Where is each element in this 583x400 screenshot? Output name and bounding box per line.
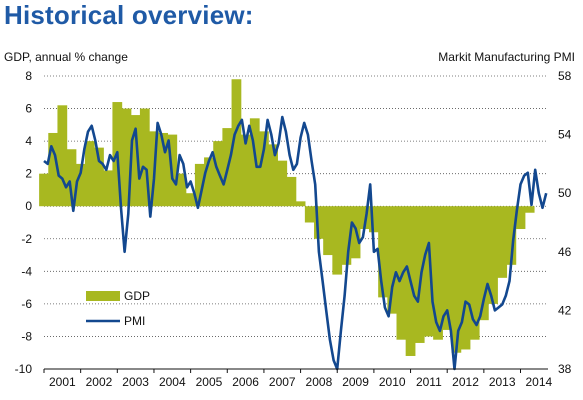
gdp-bar bbox=[121, 108, 132, 207]
pmi-line-layer bbox=[43, 115, 548, 371]
legend-swatch-gdp bbox=[86, 291, 120, 301]
gdp-bar bbox=[332, 206, 343, 275]
left-tick-label: -4 bbox=[21, 264, 32, 278]
right-tick-label: 42 bbox=[558, 303, 572, 317]
right-tick-label: 54 bbox=[558, 128, 572, 142]
x-tick-label: 2005 bbox=[196, 375, 223, 389]
gdp-bar bbox=[259, 131, 269, 207]
left-tick-label: 8 bbox=[25, 69, 32, 83]
gdp-bar bbox=[176, 173, 187, 207]
gdp-bar bbox=[194, 163, 205, 207]
x-tick-label: 2009 bbox=[342, 375, 369, 389]
gdp-bar bbox=[277, 160, 288, 207]
gdp-bar bbox=[84, 141, 95, 207]
left-tick-label: 0 bbox=[25, 199, 32, 213]
gdp-bar bbox=[506, 206, 517, 265]
left-tick-label: -6 bbox=[21, 297, 32, 311]
gdp-bar bbox=[75, 163, 86, 207]
gdp-bar bbox=[268, 144, 278, 207]
gdp-bar bbox=[433, 206, 443, 340]
gdp-bar bbox=[497, 206, 508, 278]
left-tick-label: -2 bbox=[21, 232, 32, 246]
x-tick-label: 2008 bbox=[306, 375, 333, 389]
x-tick-label: 2007 bbox=[269, 375, 296, 389]
right-tick-label: 38 bbox=[558, 362, 572, 376]
gdp-bar bbox=[387, 206, 398, 314]
gdp-bar bbox=[369, 206, 379, 233]
gdp-bar bbox=[451, 206, 462, 353]
legend: GDP PMI bbox=[86, 289, 150, 328]
x-tick-label: 2014 bbox=[525, 375, 552, 389]
x-tick-label: 2013 bbox=[489, 375, 516, 389]
gdp-bar bbox=[295, 201, 306, 207]
gdp-bar bbox=[240, 134, 251, 207]
gdp-bar bbox=[488, 206, 498, 304]
right-tick-label: 46 bbox=[558, 245, 572, 259]
right-tick-label: 58 bbox=[558, 69, 572, 83]
left-axis-title: GDP, annual % change bbox=[4, 50, 128, 64]
x-tick-label: 2010 bbox=[379, 375, 406, 389]
gdp-bar bbox=[304, 206, 315, 223]
gdp-bar bbox=[48, 132, 59, 207]
gdp-bar bbox=[524, 206, 535, 213]
x-tick-label: 2001 bbox=[49, 375, 76, 389]
gdp-bar bbox=[158, 132, 169, 207]
gdp-bars bbox=[39, 79, 535, 356]
gdp-bar bbox=[39, 173, 49, 207]
gdp-bar bbox=[396, 206, 407, 340]
gdp-bar bbox=[515, 206, 526, 230]
gdp-bar bbox=[469, 206, 480, 340]
gdp-bar bbox=[460, 206, 471, 350]
gdp-bar bbox=[341, 206, 352, 265]
x-tick-label: 2006 bbox=[232, 375, 259, 389]
gdp-bar bbox=[286, 176, 297, 207]
right-tick-label: 50 bbox=[558, 186, 572, 200]
gdp-bar bbox=[139, 108, 150, 207]
gdp-bar bbox=[185, 193, 196, 207]
legend-label-gdp: GDP bbox=[124, 289, 150, 303]
gdp-bar bbox=[478, 206, 489, 321]
left-tick-label: -10 bbox=[15, 362, 33, 376]
gdp-bar bbox=[442, 206, 453, 330]
x-tick-label: 2004 bbox=[159, 375, 186, 389]
x-tick-label: 2012 bbox=[452, 375, 479, 389]
right-axis-title: Markit Manufacturing PMI bbox=[438, 50, 575, 64]
left-tick-label: 4 bbox=[25, 134, 32, 148]
gdp-bar bbox=[66, 149, 77, 207]
gdp-bar bbox=[231, 79, 242, 207]
gdp-bar bbox=[130, 115, 141, 207]
left-tick-label: 6 bbox=[25, 102, 32, 116]
gdp-bar bbox=[204, 157, 214, 207]
gdp-bar bbox=[94, 147, 104, 207]
left-tick-label: -8 bbox=[21, 329, 32, 343]
gdp-bar bbox=[423, 206, 434, 337]
x-tick-label: 2011 bbox=[416, 375, 442, 389]
gdp-bar bbox=[378, 206, 388, 298]
page-title: Historical overview: bbox=[4, 0, 254, 30]
gdp-bar bbox=[323, 206, 333, 256]
legend-label-pmi: PMI bbox=[124, 314, 145, 328]
gdp-bar bbox=[57, 105, 68, 207]
gdp-bar bbox=[314, 206, 324, 239]
x-tick-label: 2003 bbox=[122, 375, 149, 389]
x-tick-label: 2002 bbox=[86, 375, 113, 389]
left-tick-label: 2 bbox=[25, 167, 32, 181]
gdp-bar bbox=[103, 170, 114, 207]
gdp-bar bbox=[414, 206, 425, 343]
pmi-line bbox=[43, 115, 548, 371]
